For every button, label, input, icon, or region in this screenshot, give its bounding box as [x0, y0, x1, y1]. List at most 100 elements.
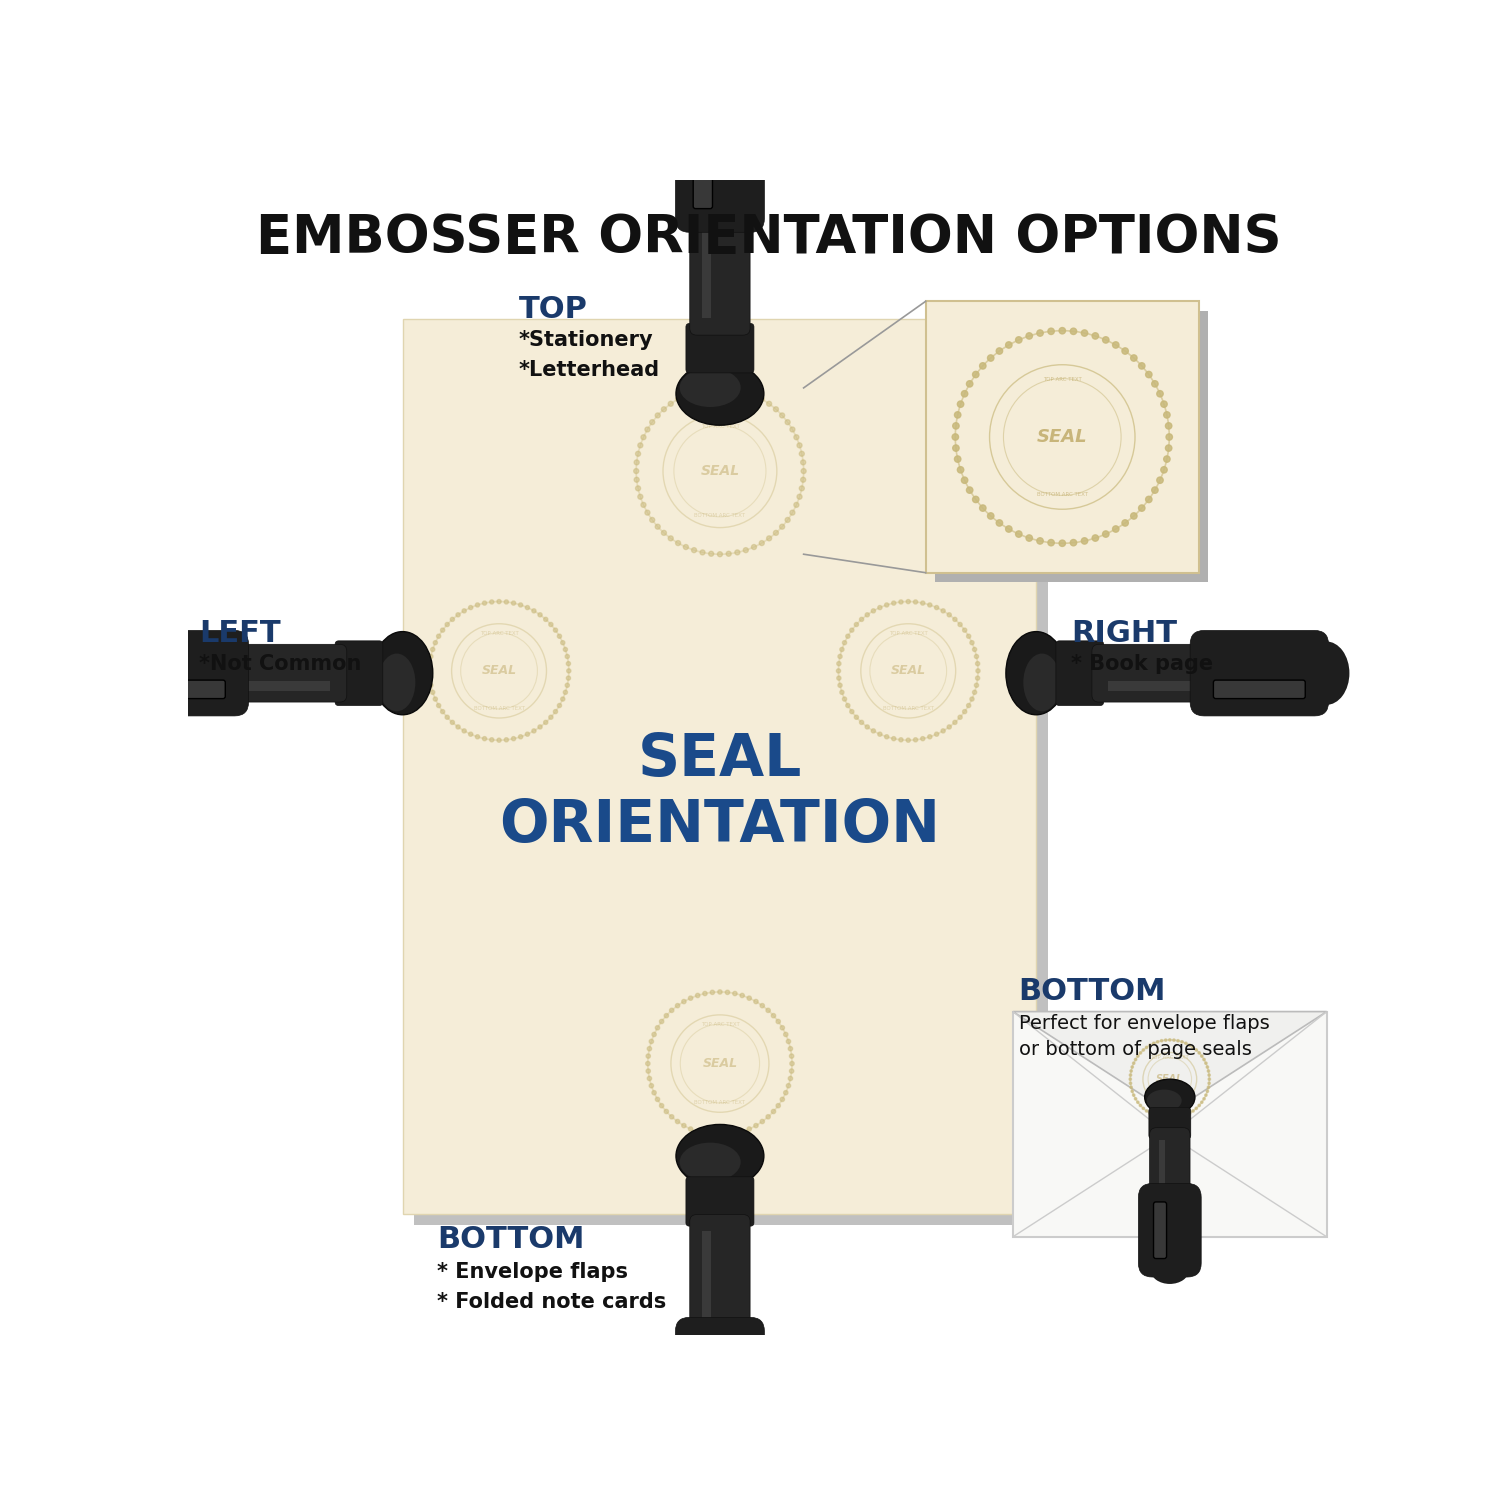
Circle shape	[796, 442, 802, 448]
Circle shape	[837, 662, 842, 666]
Circle shape	[726, 386, 730, 392]
Circle shape	[1208, 1074, 1210, 1076]
Circle shape	[840, 690, 844, 694]
FancyBboxPatch shape	[1214, 680, 1305, 699]
Text: *Stationery
*Letterhead: *Stationery *Letterhead	[519, 330, 660, 380]
Circle shape	[1180, 1041, 1184, 1042]
Circle shape	[519, 735, 522, 740]
Circle shape	[646, 1054, 651, 1058]
Circle shape	[865, 724, 870, 729]
Circle shape	[980, 506, 986, 512]
Circle shape	[1180, 1116, 1184, 1118]
Ellipse shape	[1023, 654, 1060, 711]
Circle shape	[940, 609, 945, 613]
Circle shape	[1204, 1062, 1208, 1065]
FancyBboxPatch shape	[110, 630, 249, 716]
Ellipse shape	[680, 1143, 741, 1182]
Circle shape	[780, 524, 784, 530]
Circle shape	[1200, 1101, 1203, 1104]
Circle shape	[1168, 1118, 1172, 1119]
Circle shape	[718, 990, 722, 994]
Circle shape	[688, 1126, 693, 1131]
Circle shape	[567, 662, 570, 666]
Circle shape	[483, 602, 486, 604]
Circle shape	[966, 634, 970, 639]
Bar	[414, 330, 1047, 1226]
Circle shape	[1132, 1062, 1136, 1065]
Text: SEAL: SEAL	[1156, 1074, 1184, 1084]
Circle shape	[732, 1131, 736, 1136]
Circle shape	[885, 735, 890, 740]
Circle shape	[839, 682, 842, 687]
Circle shape	[774, 531, 778, 536]
Circle shape	[744, 390, 748, 394]
Circle shape	[688, 996, 693, 1000]
Circle shape	[952, 446, 958, 452]
Circle shape	[970, 698, 974, 700]
Circle shape	[1164, 411, 1170, 419]
Circle shape	[952, 618, 957, 621]
Circle shape	[519, 603, 522, 608]
Circle shape	[878, 732, 882, 736]
Circle shape	[1192, 1110, 1194, 1112]
Circle shape	[934, 606, 939, 609]
FancyBboxPatch shape	[1092, 645, 1222, 702]
Circle shape	[963, 710, 968, 714]
Circle shape	[776, 1104, 780, 1108]
Circle shape	[700, 550, 705, 555]
Circle shape	[650, 518, 654, 522]
Circle shape	[567, 669, 572, 674]
Circle shape	[786, 1083, 790, 1088]
FancyBboxPatch shape	[1056, 640, 1104, 705]
Circle shape	[957, 466, 964, 472]
Circle shape	[561, 640, 566, 645]
Circle shape	[786, 1040, 790, 1044]
Text: LEFT: LEFT	[200, 620, 280, 648]
Circle shape	[427, 676, 432, 680]
Circle shape	[980, 363, 986, 369]
Bar	[402, 318, 1036, 1214]
Circle shape	[1192, 1046, 1194, 1048]
Text: BOTTOM: BOTTOM	[1019, 976, 1166, 1006]
Circle shape	[1204, 1094, 1208, 1096]
Circle shape	[650, 420, 654, 424]
Circle shape	[668, 536, 674, 542]
Circle shape	[744, 548, 748, 552]
Circle shape	[433, 640, 438, 645]
Circle shape	[504, 738, 509, 742]
Circle shape	[843, 698, 846, 700]
Text: SEAL: SEAL	[891, 664, 926, 678]
Circle shape	[662, 531, 666, 536]
FancyBboxPatch shape	[1190, 630, 1329, 716]
Circle shape	[1048, 328, 1054, 334]
Circle shape	[1113, 342, 1119, 348]
Bar	[702, 216, 711, 318]
Circle shape	[789, 1077, 792, 1080]
Circle shape	[645, 510, 650, 515]
Circle shape	[952, 423, 958, 429]
Circle shape	[543, 720, 548, 724]
Circle shape	[675, 396, 681, 402]
Circle shape	[954, 411, 962, 419]
Text: TOP ARC TEXT: TOP ARC TEXT	[1042, 376, 1082, 382]
Circle shape	[726, 990, 729, 994]
Circle shape	[1206, 1090, 1209, 1092]
Circle shape	[633, 468, 639, 474]
Circle shape	[1173, 1118, 1174, 1119]
Circle shape	[1166, 423, 1172, 429]
Circle shape	[450, 720, 454, 724]
Circle shape	[512, 736, 516, 741]
Circle shape	[427, 669, 432, 674]
Circle shape	[636, 452, 640, 456]
Circle shape	[668, 402, 674, 406]
Circle shape	[843, 640, 846, 645]
Circle shape	[692, 390, 696, 394]
Circle shape	[1130, 1070, 1132, 1072]
FancyBboxPatch shape	[1138, 1184, 1202, 1276]
Ellipse shape	[1148, 1089, 1182, 1112]
Bar	[702, 1232, 711, 1334]
Circle shape	[525, 732, 530, 736]
Circle shape	[538, 612, 542, 616]
Circle shape	[1092, 333, 1098, 339]
Text: TOP: TOP	[519, 296, 588, 324]
